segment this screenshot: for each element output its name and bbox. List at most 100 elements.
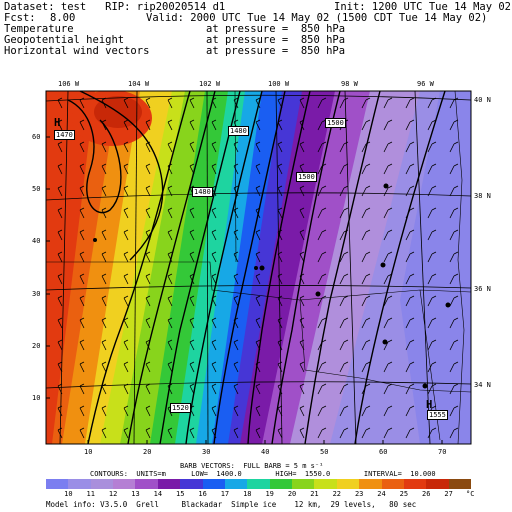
y-tick-label: 20 bbox=[32, 342, 41, 350]
wind-barb bbox=[427, 119, 437, 131]
wind-barb bbox=[101, 141, 107, 153]
lon-label: 98 W bbox=[341, 80, 358, 88]
wind-barb bbox=[211, 339, 217, 351]
wind-barb bbox=[277, 229, 283, 241]
wind-barb bbox=[361, 317, 371, 329]
wind-barb bbox=[277, 427, 283, 439]
wind-barb bbox=[277, 163, 283, 175]
wind-barb bbox=[79, 207, 85, 219]
wind-barb bbox=[277, 185, 283, 197]
contour-label: 1480 bbox=[192, 187, 213, 197]
wind-barb bbox=[167, 427, 173, 439]
wind-barb bbox=[189, 383, 195, 395]
wind-barb bbox=[339, 405, 349, 417]
wind-barb bbox=[211, 163, 217, 175]
wind-barb bbox=[57, 339, 63, 351]
colorbar-unit: °C bbox=[466, 490, 475, 498]
colorbar-swatch bbox=[180, 479, 204, 489]
wind-barb bbox=[167, 317, 173, 329]
wind-barb bbox=[123, 229, 129, 241]
wind-barb bbox=[233, 361, 239, 373]
wind-barb bbox=[123, 339, 129, 351]
wind-barb bbox=[317, 405, 327, 417]
wind-barb bbox=[79, 361, 85, 373]
wind-barb bbox=[383, 97, 393, 109]
wind-barb bbox=[167, 251, 173, 263]
wind-barb bbox=[211, 97, 217, 109]
wind-barb bbox=[339, 229, 349, 241]
wind-barb bbox=[211, 207, 217, 219]
wind-barb bbox=[299, 229, 305, 241]
wind-barb bbox=[79, 273, 85, 285]
x-tick-label: 30 bbox=[202, 448, 211, 456]
wind-barb bbox=[449, 97, 459, 109]
wind-barb bbox=[57, 361, 63, 373]
colorbar-labels: 10 11 12 13 14 15 16 17 18 19 20 21 22 23 24 25 26 27 bbox=[46, 490, 486, 499]
wind-barb bbox=[361, 361, 371, 373]
y-tick-label: 60 bbox=[32, 133, 41, 141]
wind-barb bbox=[145, 185, 151, 197]
wind-barb bbox=[449, 251, 459, 263]
wind-barb bbox=[361, 229, 371, 241]
wind-barb bbox=[255, 207, 261, 219]
colorbar-swatch bbox=[46, 479, 69, 489]
temperature-fill bbox=[46, 91, 471, 444]
wind-barb bbox=[189, 97, 195, 109]
colorbar-label: 22 bbox=[332, 490, 341, 498]
wind-barb bbox=[167, 361, 173, 373]
wind-barb bbox=[339, 361, 349, 373]
wind-barb bbox=[255, 339, 261, 351]
wind-barb bbox=[233, 141, 239, 153]
wind-barb bbox=[255, 361, 261, 373]
wind-barb bbox=[145, 405, 151, 417]
wind-barb bbox=[361, 185, 371, 197]
wind-barb bbox=[383, 229, 393, 241]
wind-barb bbox=[277, 207, 283, 219]
wind-barb bbox=[233, 317, 239, 329]
wind-barb bbox=[255, 251, 261, 263]
wind-barb bbox=[427, 141, 437, 153]
colorbar-label: 13 bbox=[131, 490, 140, 498]
wind-barb bbox=[123, 427, 129, 439]
contour-info: CONTOURS: UNITS=m LOW= 1400.0 HIGH= 1550… bbox=[90, 470, 436, 478]
wind-barb bbox=[383, 273, 393, 285]
contour-label: 1555 bbox=[427, 410, 448, 420]
wind-barb bbox=[361, 251, 371, 263]
wind-barb bbox=[79, 251, 85, 263]
wind-barb bbox=[277, 295, 283, 307]
wind-barb bbox=[145, 383, 151, 395]
wind-barb bbox=[145, 119, 151, 131]
wind-barb bbox=[189, 295, 195, 307]
lat-label: 38 N bbox=[474, 192, 491, 200]
wind-barb bbox=[405, 317, 415, 329]
contour-label: 1480 bbox=[228, 126, 249, 136]
left-ticks bbox=[46, 136, 443, 444]
wind-barb bbox=[79, 317, 85, 329]
lat-label: 34 N bbox=[474, 381, 491, 389]
wind-barb bbox=[383, 251, 393, 263]
wind-barb bbox=[123, 141, 129, 153]
wind-barb bbox=[317, 207, 327, 219]
wind-barb bbox=[233, 273, 239, 285]
wind-barb bbox=[449, 383, 459, 395]
x-tick-label: 40 bbox=[261, 448, 270, 456]
wind-barb bbox=[339, 163, 349, 175]
wind-barb bbox=[383, 141, 393, 153]
wind-barb bbox=[405, 339, 415, 351]
wind-barb bbox=[145, 97, 151, 109]
colorbar-swatch bbox=[314, 479, 338, 489]
wind-barb bbox=[449, 405, 459, 417]
wind-barb bbox=[299, 339, 305, 351]
y-tick-label: 50 bbox=[32, 185, 41, 193]
y-tick-label: 10 bbox=[32, 394, 41, 402]
wind-barb bbox=[427, 383, 437, 395]
lon-label: 96 W bbox=[417, 80, 434, 88]
wind-barb bbox=[427, 251, 437, 263]
wind-barb bbox=[383, 163, 393, 175]
x-tick-label: 60 bbox=[379, 448, 388, 456]
wind-barb bbox=[101, 185, 107, 197]
colorbar-swatch bbox=[448, 479, 472, 489]
wind-barb bbox=[211, 141, 217, 153]
wind-barb bbox=[299, 97, 305, 109]
wind-barb bbox=[211, 229, 217, 241]
